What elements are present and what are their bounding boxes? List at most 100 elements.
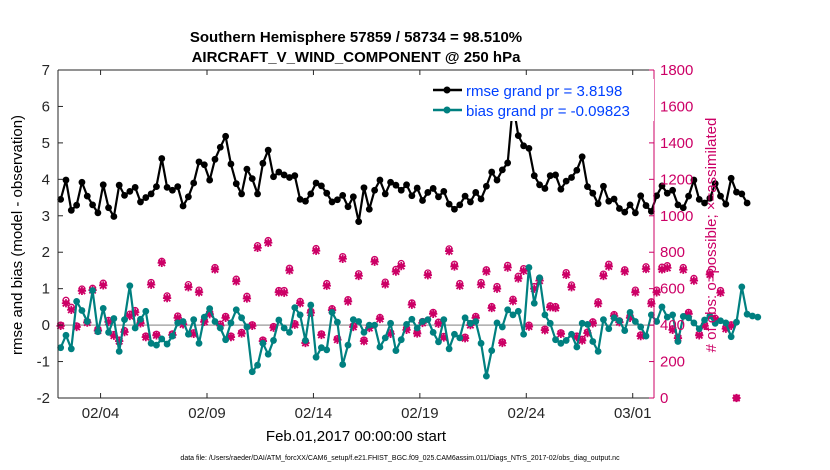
rmse-point: [78, 178, 86, 186]
obs-assimilated-marker: [524, 322, 534, 331]
obs-assimilated-marker: [146, 280, 156, 289]
obs-assimilated-marker: [56, 321, 65, 330]
y-tick-label-left: 6: [42, 98, 50, 115]
rmse-point: [467, 198, 474, 206]
obs-assimilated-marker: [402, 325, 411, 335]
bias-point: [78, 307, 86, 314]
bias-point: [616, 317, 623, 325]
bias-point: [227, 319, 235, 327]
x-axis-label: Feb.01,2017 00:00:00 start: [266, 428, 447, 445]
y-tick-label-right: 1800: [660, 62, 693, 79]
bias-point: [679, 312, 687, 320]
obs-assimilated-marker: [162, 293, 172, 303]
obs-assimilated-marker: [434, 319, 443, 328]
rmse-point: [121, 191, 128, 199]
rmse-point: [562, 177, 570, 185]
bias-point: [270, 337, 277, 344]
legend-rmse-label: rmse grand pr = 3.8198: [466, 83, 622, 100]
bias-point: [429, 329, 437, 336]
rmse-point: [546, 172, 554, 180]
rmse-point: [254, 190, 261, 198]
y-tick-label-left: 3: [42, 208, 50, 225]
obs-assimilated-marker: [471, 313, 480, 322]
bias-point: [488, 347, 496, 355]
rmse-point: [83, 192, 91, 200]
rmse-point: [286, 174, 293, 181]
obs-assimilated-marker: [689, 276, 699, 285]
bias-point: [200, 313, 208, 321]
bias-point: [381, 334, 389, 342]
rmse-point: [318, 182, 325, 190]
bias-point: [722, 319, 730, 327]
bias-point: [743, 310, 751, 318]
obs-assimilated-marker: [460, 334, 470, 343]
obs-assimilated-marker: [221, 313, 230, 322]
obs-assimilated-marker: [727, 321, 736, 330]
obs-assimilated-marker: [205, 310, 214, 319]
bias-point: [376, 343, 384, 351]
obs-assimilated-marker: [407, 300, 417, 309]
x-tick-label: 02/14: [295, 405, 333, 422]
obs-assimilated-marker: [578, 336, 587, 345]
bias-point: [637, 323, 645, 331]
obs-assimilated-marker: [322, 281, 331, 290]
bias-point: [456, 334, 464, 342]
obs-assimilated-marker: [104, 317, 113, 326]
legend-box: [432, 79, 654, 121]
obs-assimilated-marker: [625, 313, 635, 322]
rmse-point: [461, 192, 469, 200]
y-axis-label-right: # of obs: o=possible; ×=assimilated: [703, 118, 720, 353]
obs-assimilated-marker: [173, 313, 182, 322]
rmse-point: [663, 189, 671, 197]
obs-assimilated-marker: [295, 299, 305, 308]
obs-assimilated-marker: [583, 328, 592, 338]
bias-point: [126, 282, 134, 290]
rmse-point: [679, 204, 687, 212]
rmse-point: [158, 155, 166, 162]
bias-point: [83, 318, 91, 325]
bias-point: [594, 347, 602, 355]
bias-point: [631, 318, 639, 325]
bias-point: [169, 332, 176, 340]
obs-assimilated-marker: [72, 322, 81, 332]
bias-point: [419, 318, 426, 325]
obs-assimilated-marker: [439, 333, 448, 342]
rmse-point: [302, 197, 309, 205]
bias-point: [733, 318, 740, 326]
y-tick-label-right: 400: [660, 317, 685, 334]
bias-point: [706, 312, 714, 320]
bias-point: [717, 317, 724, 325]
obs-assimilated-marker: [226, 332, 236, 342]
obs-assimilated-marker: [375, 314, 385, 324]
obs-assimilated-marker: [285, 266, 294, 275]
rmse-point: [195, 158, 203, 166]
obs-assimilated-marker: [562, 270, 571, 279]
rmse-point: [429, 185, 437, 192]
rmse-point: [584, 183, 591, 191]
obs-assimilated-marker: [210, 265, 220, 274]
obs-assimilated-marker: [705, 270, 715, 279]
obs-assimilated-marker: [567, 283, 576, 292]
bias-point: [216, 324, 224, 332]
bias-point: [73, 298, 81, 305]
bias-point: [121, 316, 128, 324]
rmse-point: [360, 184, 368, 192]
rmse-point: [179, 202, 187, 210]
bias-point: [67, 345, 75, 353]
chart-subtitle: AIRCRAFT_V_WIND_COMPONENT @ 250 hPa: [192, 49, 522, 66]
obs-assimilated-marker: [487, 303, 496, 313]
obs-assimilated-marker: [237, 329, 246, 338]
bias-point: [206, 305, 214, 313]
obs-assimilated-marker: [109, 331, 119, 340]
rmse-point: [514, 132, 522, 140]
bias-point: [259, 339, 267, 347]
rmse-point: [222, 132, 230, 140]
rmse-point: [711, 180, 719, 188]
bias-point: [552, 336, 559, 344]
rmse-point: [445, 200, 453, 208]
bias-point: [248, 368, 256, 376]
obs-assimilated-marker: [248, 321, 257, 330]
rmse-point: [621, 208, 629, 216]
rmse-point: [349, 193, 357, 201]
